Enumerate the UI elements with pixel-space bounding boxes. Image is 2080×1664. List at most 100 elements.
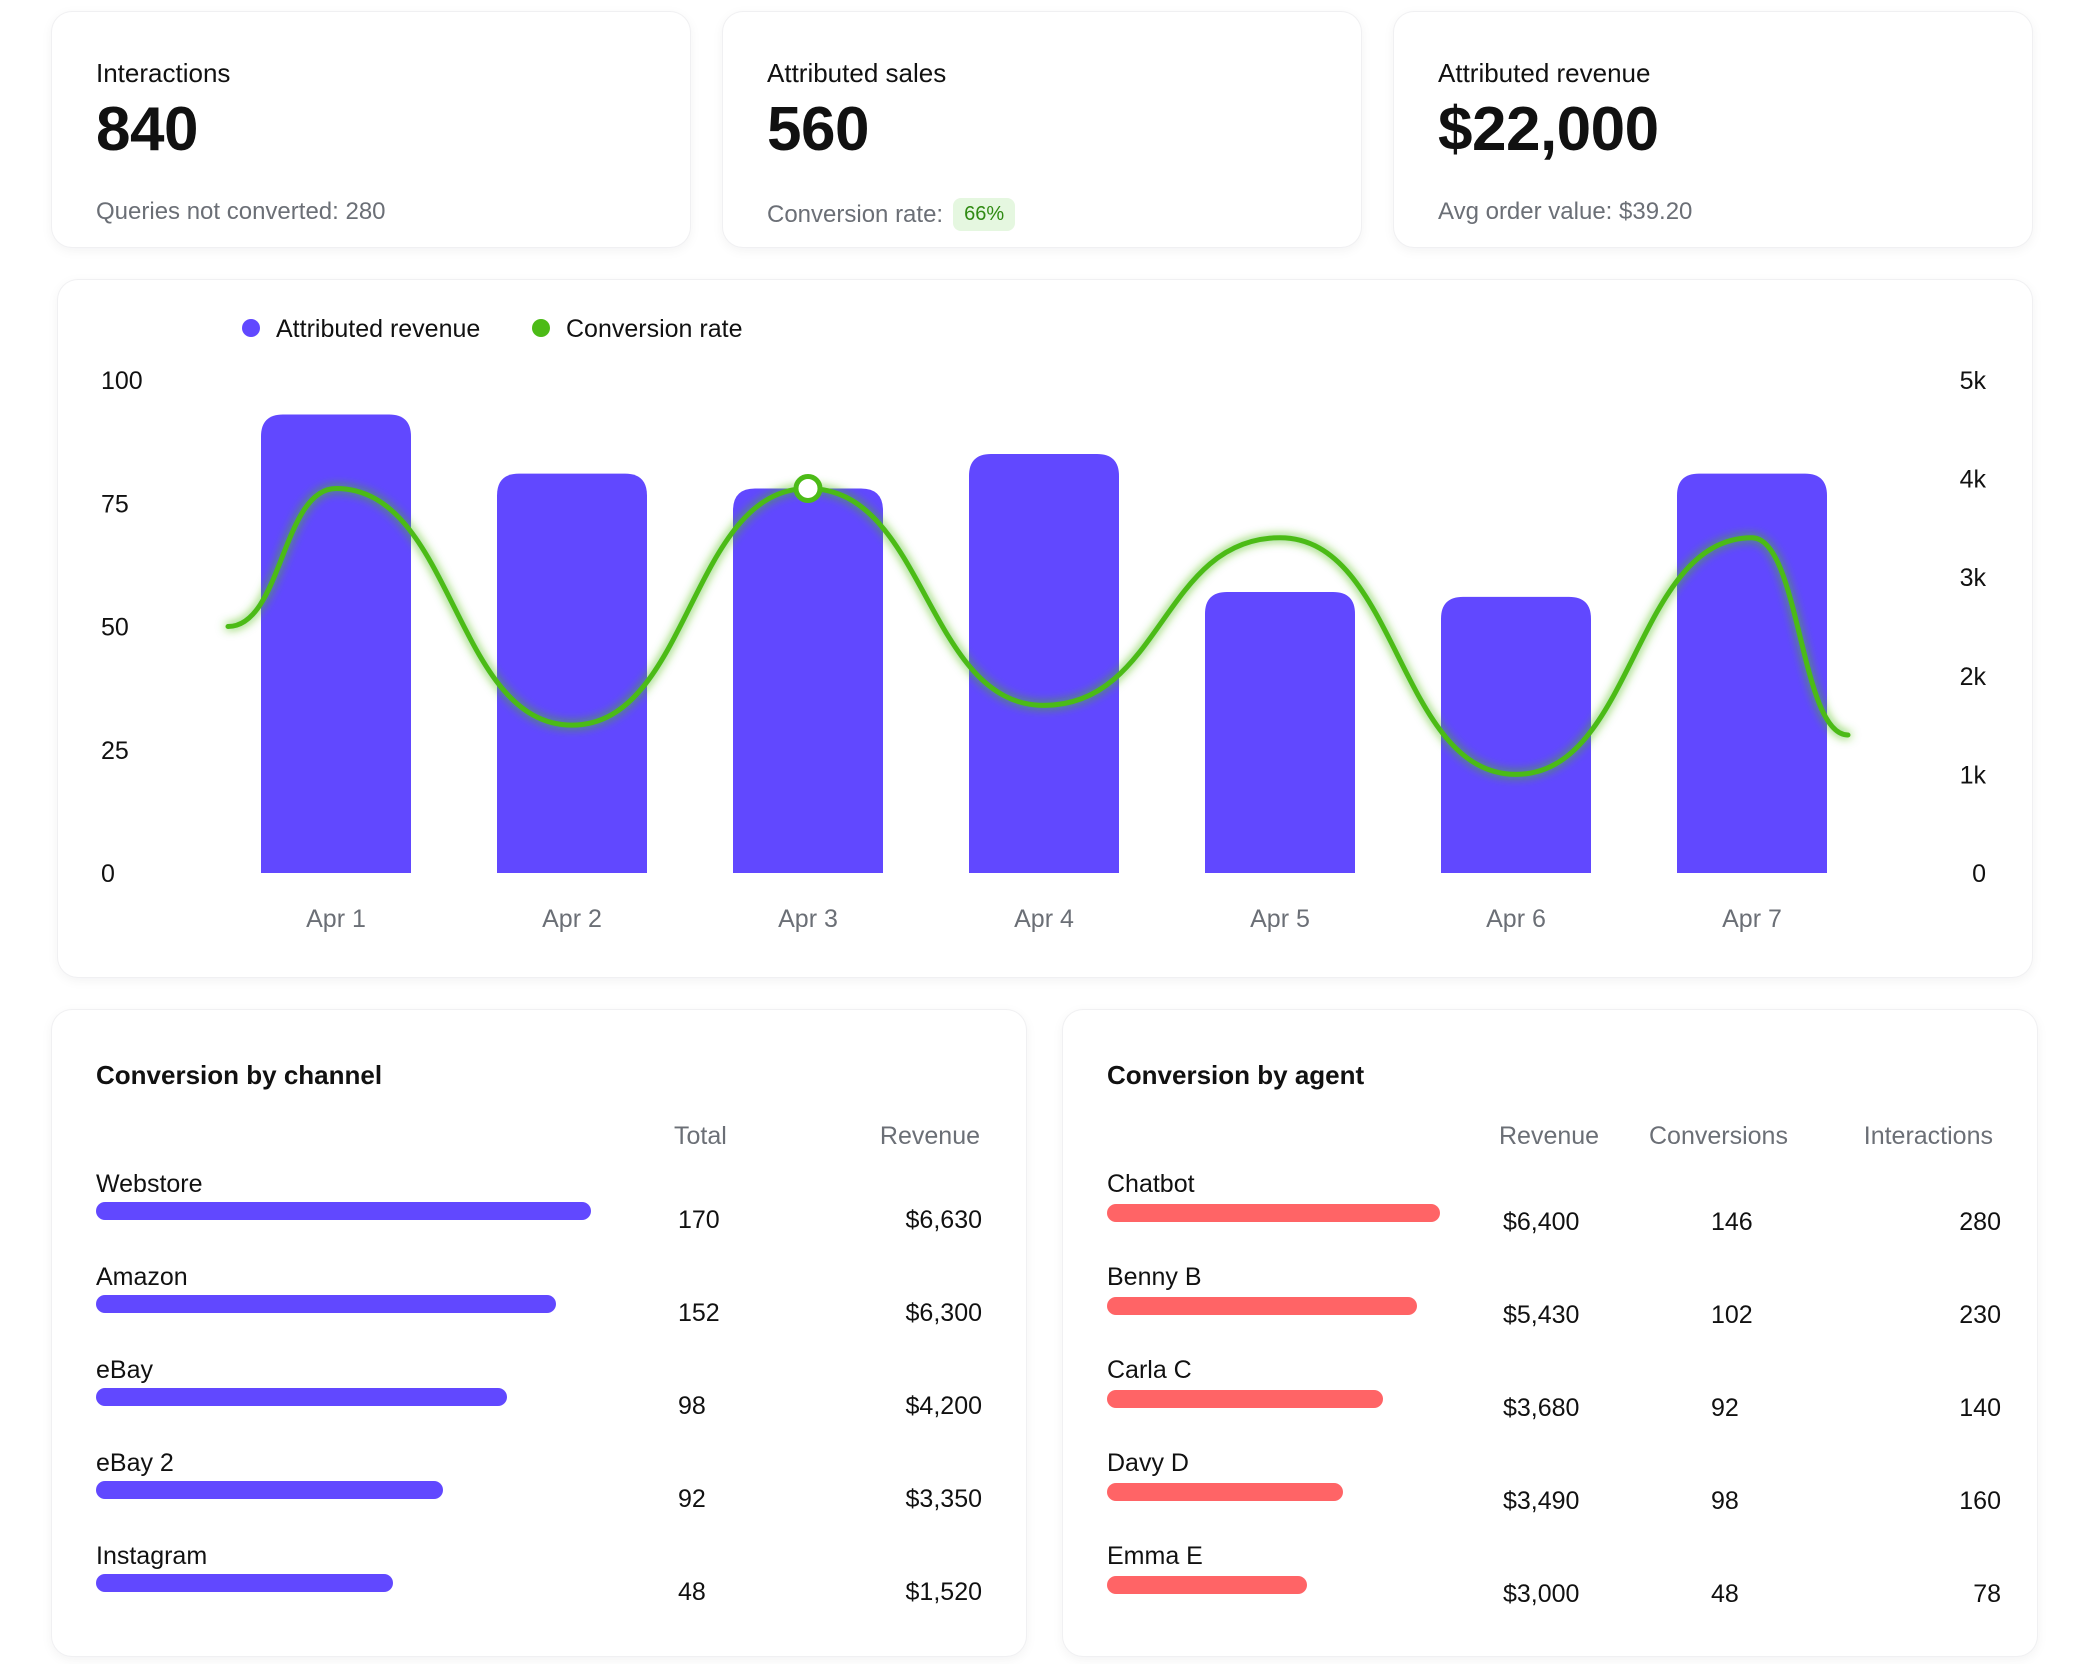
agent-conversions: 92 [1711,1394,1739,1422]
agent-revenue: $3,680 [1503,1394,1580,1422]
right-axis-tick: 2k [1960,663,1987,691]
channel-total: 170 [678,1206,720,1234]
legend-label-conversion: Conversion rate [566,315,742,343]
agent-interactions: 78 [1973,1580,2001,1608]
bar-apr-6 [1441,596,1591,873]
x-axis-tick: Apr 3 [778,905,838,933]
conversion-rate-line [225,485,1851,777]
agent-revenue: $5,430 [1503,1301,1580,1329]
right-axis-tick: 5k [1960,367,1987,395]
kpi-sub-label: Conversion rate: [767,200,944,228]
right-axis-tick: 1k [1960,761,1987,789]
agent-name: Carla C [1107,1356,1192,1384]
channel-total: 152 [678,1299,720,1327]
kpi-sub-label: Avg order value: $39.20 [1438,198,1693,225]
bar-apr-2 [497,473,647,873]
column-header-revenue: Revenue [879,1122,980,1150]
bar-apr-1 [261,414,411,873]
channel-total: 92 [678,1485,706,1513]
channel-bar [96,1388,507,1406]
agent-interactions: 280 [1959,1208,2001,1236]
channel-table-title: Conversion by channel [96,1060,383,1090]
agent-revenue: $3,000 [1503,1580,1580,1608]
x-axis-tick: Apr 6 [1486,905,1546,933]
channel-total: 98 [678,1392,706,1420]
channel-revenue: $1,520 [905,1578,982,1606]
channel-revenue: $6,630 [905,1206,982,1234]
kpi-card-attributed-revenue: Attributed revenue $22,000 Avg order val… [1394,12,2032,247]
kpi-subtext: Queries not converted: 280 [96,198,386,226]
revenue-conversion-chart: Attributed revenue Conversion rate 100 75 50… [101,315,1987,933]
x-axis-tick: Apr 2 [542,905,602,933]
agent-table-title: Conversion by agent [1107,1060,1365,1090]
kpi-sub-label: Queries not converted: 280 [96,198,386,225]
kpi-title: Interactions [96,58,231,88]
bar-apr-5 [1205,591,1355,873]
kpi-value: 840 [96,95,198,164]
kpi-subtext: Avg order value: $39.20 [1438,198,1692,226]
bar-apr-3 [733,488,883,873]
x-axis-tick: Apr 5 [1250,905,1310,933]
left-axis-tick: 25 [101,737,129,765]
agent-name: Chatbot [1107,1170,1195,1198]
agent-revenue: $3,490 [1503,1487,1580,1515]
channel-revenue: $6,300 [905,1299,982,1327]
agent-bar [1107,1204,1440,1222]
agent-bar [1107,1483,1344,1501]
bar-apr-7 [1677,473,1827,873]
agent-bar [1107,1390,1384,1408]
agent-name: Davy D [1107,1449,1189,1477]
agent-interactions: 230 [1959,1301,2001,1329]
x-axis-tick: Apr 1 [306,905,366,933]
kpi-subtext: Conversion rate: 66% [767,198,1016,231]
legend-label-revenue: Attributed revenue [276,315,480,343]
column-header-conversions: Conversions [1649,1122,1788,1150]
column-header-interactions: Interactions [1863,1122,1993,1150]
kpi-title: Attributed sales [767,58,947,88]
kpi-value: 560 [767,95,869,164]
conversion-by-channel-card: Conversion by channel Total Revenue Webs… [52,1010,1026,1656]
agent-bar [1107,1297,1417,1315]
agent-conversions: 98 [1711,1487,1739,1515]
channel-name: Instagram [96,1542,208,1570]
kpi-card-attributed-sales: Attributed sales 560 Conversion rate: 66… [723,12,1361,247]
legend-swatch-conversion [532,319,550,337]
left-axis-tick: 0 [101,860,115,888]
kpi-title: Attributed revenue [1438,58,1651,88]
agent-name: Emma E [1107,1542,1203,1570]
channel-bar [96,1295,557,1313]
channel-total: 48 [678,1578,706,1606]
x-axis-tick: Apr 7 [1722,905,1782,933]
channel-name: Webstore [96,1170,203,1198]
kpi-card-interactions: Interactions 840 Queries not converted: … [52,12,690,247]
right-axis-tick: 0 [1972,860,1986,888]
column-header-revenue: Revenue [1499,1122,1600,1150]
conversion-by-agent-card: Conversion by agent Revenue Conversions … [1063,1010,2037,1656]
column-header-total: Total [674,1122,727,1150]
legend-swatch-revenue [242,319,260,337]
right-axis-tick: 4k [1960,466,1987,494]
agent-interactions: 160 [1959,1487,2001,1515]
channel-name: Amazon [96,1263,188,1291]
bar-apr-4 [969,453,1119,873]
channel-bar [96,1481,443,1499]
conversion-rate-badge: 66% [953,198,1016,231]
x-axis-tick: Apr 4 [1014,905,1074,933]
channel-name: eBay 2 [96,1449,174,1477]
right-axis-tick: 3k [1960,564,1987,592]
channel-name: eBay [96,1356,153,1384]
revenue-conversion-chart-card: Attributed revenue Conversion rate 100 75 50… [58,280,2032,977]
channel-revenue: $4,200 [905,1392,982,1420]
agent-name: Benny B [1107,1263,1202,1291]
channel-bar [96,1574,393,1592]
agent-conversions: 102 [1711,1301,1753,1329]
agent-conversions: 146 [1711,1208,1753,1236]
agent-conversions: 48 [1711,1580,1739,1608]
agent-interactions: 140 [1959,1394,2001,1422]
conversion-rate-highlight-point [793,473,823,503]
kpi-value: $22,000 [1438,95,1659,164]
left-axis-tick: 75 [101,490,129,518]
left-axis-tick: 50 [101,614,129,642]
agent-bar [1107,1576,1307,1594]
left-axis-tick: 100 [101,367,143,395]
